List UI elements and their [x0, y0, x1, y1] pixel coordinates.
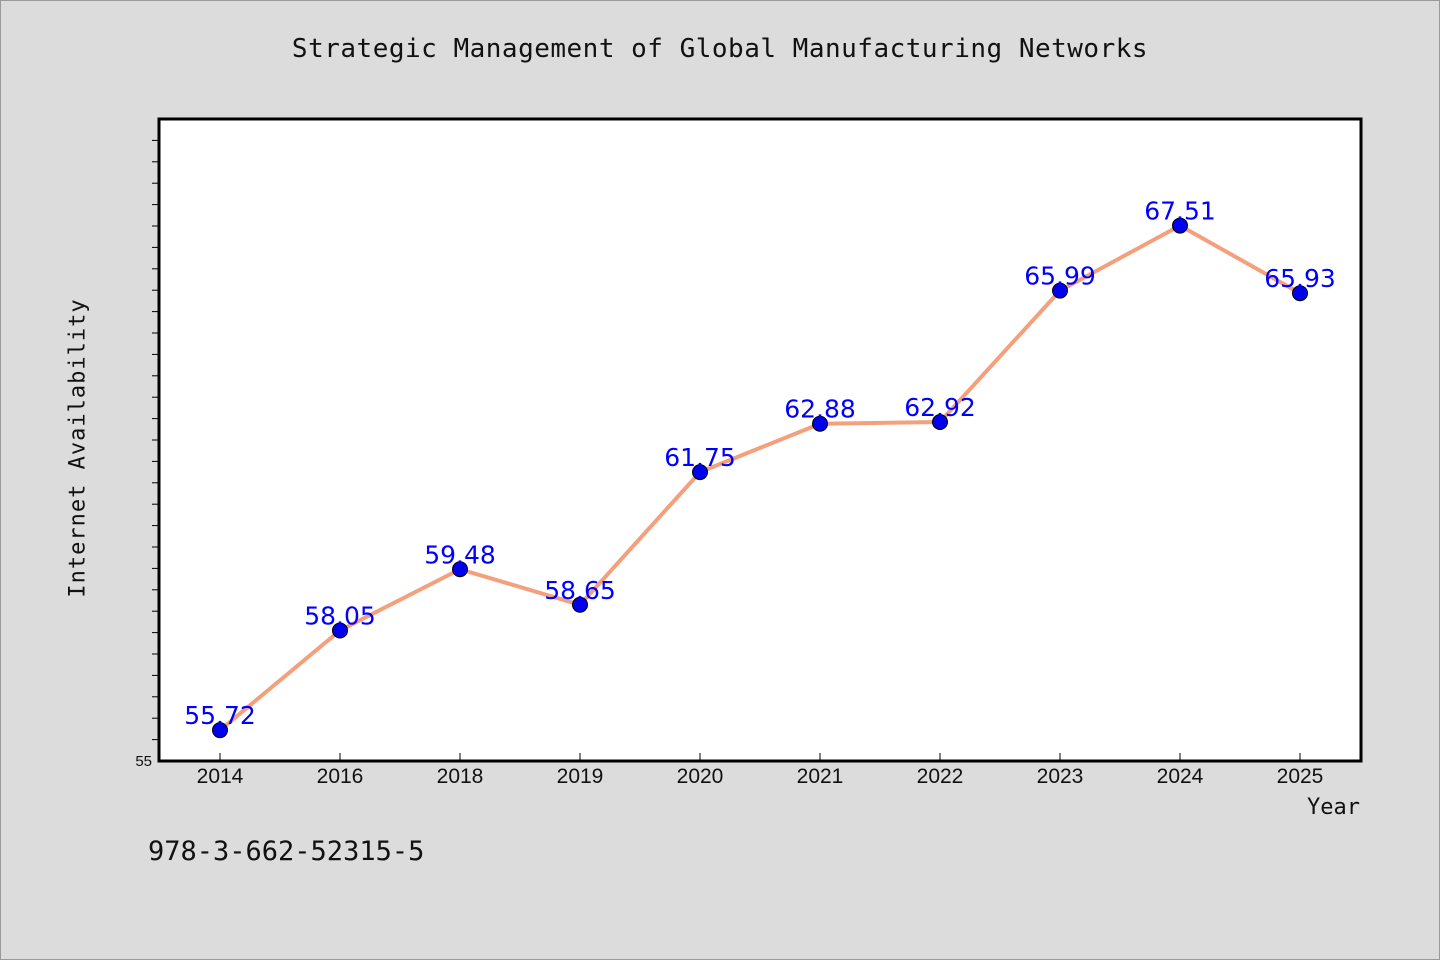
y-tick-label: 55: [135, 753, 152, 770]
x-axis-label: Year: [1307, 795, 1360, 820]
data-point-marker: [1172, 217, 1188, 234]
isbn-text: 978-3-662-52315-5: [148, 836, 425, 867]
data-label: 58.05: [304, 601, 376, 630]
data-point-marker: [332, 622, 348, 639]
x-tick-label: 2016: [317, 765, 364, 788]
data-label: 62.88: [784, 395, 856, 424]
data-point-marker: [452, 561, 468, 578]
data-label: 67.51: [1144, 197, 1216, 226]
x-tick-label: 2020: [677, 765, 724, 788]
x-tick-label: 2014: [197, 765, 244, 788]
x-tick-label: 2023: [1037, 765, 1084, 788]
data-label: 62.92: [904, 393, 976, 422]
x-tick-label: 2018: [437, 765, 484, 788]
x-tick-label: 2025: [1277, 765, 1324, 788]
data-label: 65.93: [1264, 264, 1336, 293]
data-label: 59.48: [424, 540, 496, 569]
plot-area: [157, 117, 1363, 763]
x-tick-label: 2021: [797, 765, 844, 788]
data-label: 65.99: [1024, 262, 1096, 291]
data-point-marker: [1292, 285, 1308, 302]
data-label: 61.75: [664, 443, 736, 472]
data-point-marker: [812, 415, 828, 432]
data-label: 55.72: [184, 701, 256, 730]
data-point-marker: [1052, 282, 1068, 299]
data-point-marker: [932, 414, 948, 431]
data-point-marker: [212, 722, 228, 739]
x-tick-label: 2024: [1157, 765, 1204, 788]
data-label: 58.65: [544, 576, 616, 605]
data-point-marker: [692, 464, 708, 481]
data-point-marker: [572, 596, 588, 613]
x-tick-label: 2019: [557, 765, 604, 788]
chart-title: Strategic Management of Global Manufactu…: [291, 34, 1149, 64]
series-line: [218, 223, 1302, 733]
x-tick-label: 2022: [917, 765, 964, 788]
